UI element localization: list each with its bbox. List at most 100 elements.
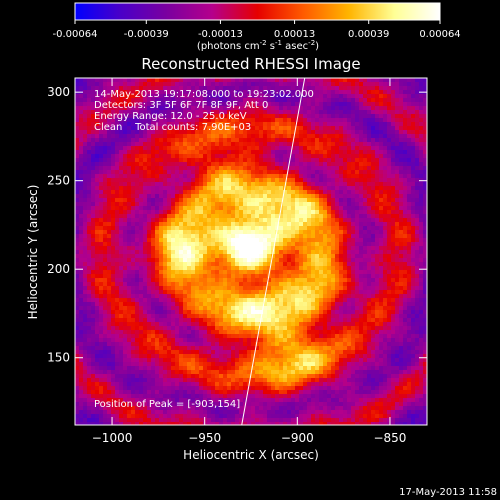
- heatmap-cell: [315, 238, 319, 242]
- heatmap-cell: [123, 90, 127, 94]
- heatmap-cell: [287, 186, 291, 190]
- heatmap-cell: [79, 86, 83, 90]
- heatmap-cell: [375, 102, 379, 106]
- heatmap-cell: [163, 274, 167, 278]
- heatmap-cell: [183, 150, 187, 154]
- heatmap-cell: [243, 138, 247, 142]
- heatmap-cell: [399, 234, 403, 238]
- heatmap-cell: [103, 274, 107, 278]
- heatmap-cell: [95, 210, 99, 214]
- heatmap-cell: [191, 230, 195, 234]
- heatmap-cell: [391, 230, 395, 234]
- heatmap-cell: [139, 246, 143, 250]
- heatmap-cell: [95, 302, 99, 306]
- heatmap-cell: [275, 222, 279, 226]
- heatmap-cell: [91, 206, 95, 210]
- heatmap-cell: [179, 98, 183, 102]
- heatmap-cell: [87, 186, 91, 190]
- heatmap-cell: [175, 302, 179, 306]
- heatmap-cell: [335, 146, 339, 150]
- heatmap-cell: [331, 110, 335, 114]
- heatmap-cell: [383, 238, 387, 242]
- heatmap-cell: [299, 238, 303, 242]
- heatmap-cell: [95, 82, 99, 86]
- heatmap-cell: [263, 166, 267, 170]
- heatmap-cell: [207, 138, 211, 142]
- heatmap-cell: [211, 202, 215, 206]
- heatmap-cell: [79, 294, 83, 298]
- heatmap-cell: [351, 106, 355, 110]
- heatmap-cell: [175, 198, 179, 202]
- heatmap-cell: [111, 166, 115, 170]
- heatmap-cell: [331, 102, 335, 106]
- heatmap-cell: [247, 190, 251, 194]
- heatmap-cell: [347, 202, 351, 206]
- heatmap-cell: [403, 170, 407, 174]
- heatmap-cell: [379, 258, 383, 262]
- heatmap-cell: [227, 250, 231, 254]
- heatmap-cell: [327, 190, 331, 194]
- heatmap-cell: [203, 118, 207, 122]
- heatmap-cell: [103, 118, 107, 122]
- heatmap-cell: [99, 266, 103, 270]
- heatmap-cell: [95, 118, 99, 122]
- heatmap-cell: [407, 214, 411, 218]
- heatmap-cell: [243, 98, 247, 102]
- heatmap-cell: [311, 194, 315, 198]
- heatmap-cell: [159, 162, 163, 166]
- heatmap-cell: [79, 286, 83, 290]
- heatmap-cell: [407, 158, 411, 162]
- heatmap-cell: [219, 262, 223, 266]
- heatmap-cell: [151, 130, 155, 134]
- heatmap-cell: [423, 166, 427, 170]
- heatmap-cell: [271, 174, 275, 178]
- heatmap-cell: [155, 78, 159, 82]
- heatmap-cell: [147, 126, 151, 130]
- heatmap-cell: [307, 94, 311, 98]
- heatmap-cell: [343, 226, 347, 230]
- heatmap-cell: [139, 290, 143, 294]
- heatmap-cell: [287, 94, 291, 98]
- heatmap-cell: [355, 98, 359, 102]
- heatmap-cell: [103, 202, 107, 206]
- heatmap-cell: [167, 254, 171, 258]
- heatmap-cell: [247, 254, 251, 258]
- heatmap-cell: [87, 146, 91, 150]
- heatmap-cell: [411, 258, 415, 262]
- heatmap-cell: [395, 126, 399, 130]
- heatmap-cell: [267, 282, 271, 286]
- heatmap-cell: [379, 126, 383, 130]
- heatmap-cell: [131, 110, 135, 114]
- heatmap-cell: [407, 134, 411, 138]
- heatmap-cell: [279, 274, 283, 278]
- heatmap-cell: [227, 202, 231, 206]
- heatmap-cell: [79, 226, 83, 230]
- heatmap-cell: [395, 290, 399, 294]
- heatmap-cell: [363, 150, 367, 154]
- heatmap-cell: [199, 234, 203, 238]
- heatmap-cell: [183, 246, 187, 250]
- heatmap-cell: [239, 98, 243, 102]
- heatmap-cell: [203, 206, 207, 210]
- heatmap-cell: [127, 210, 131, 214]
- heatmap-cell: [151, 158, 155, 162]
- heatmap-cell: [199, 250, 203, 254]
- heatmap-cell: [355, 126, 359, 130]
- heatmap-cell: [387, 94, 391, 98]
- heatmap-cell: [279, 266, 283, 270]
- heatmap-cell: [191, 178, 195, 182]
- heatmap-cell: [259, 238, 263, 242]
- heatmap-cell: [123, 154, 127, 158]
- heatmap-cell: [399, 222, 403, 226]
- heatmap-cell: [335, 266, 339, 270]
- heatmap-cell: [395, 214, 399, 218]
- heatmap-cell: [287, 98, 291, 102]
- heatmap-cell: [283, 238, 287, 242]
- heatmap-cell: [207, 194, 211, 198]
- heatmap-cell: [131, 82, 135, 86]
- heatmap-cell: [383, 174, 387, 178]
- heatmap-cell: [139, 218, 143, 222]
- heatmap-cell: [331, 274, 335, 278]
- heatmap-cell: [299, 298, 303, 302]
- heatmap-cell: [183, 282, 187, 286]
